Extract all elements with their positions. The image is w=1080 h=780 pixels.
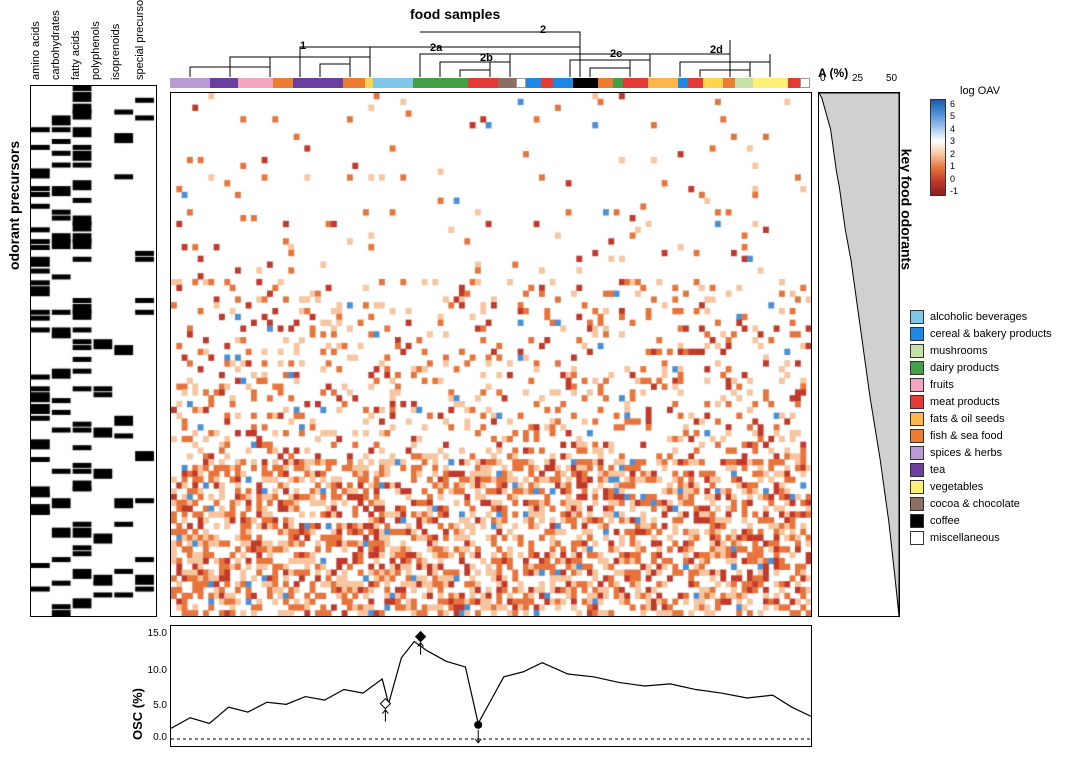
legend-item: cereal & bakery products (910, 327, 1080, 341)
legend-label: fats & oil seeds (930, 413, 1005, 425)
legend-item: miscellaneous (910, 531, 1080, 545)
legend-item: fish & sea food (910, 429, 1080, 443)
food-samples-title: food samples (410, 6, 500, 22)
legend-swatch (910, 344, 924, 358)
legend-swatch (910, 514, 924, 528)
legend-swatch (910, 327, 924, 341)
legend-swatch (910, 497, 924, 511)
cluster-label: 2c (610, 48, 622, 60)
category-legend: alcoholic beverages cereal & bakery produ… (910, 310, 1080, 548)
colorbar-title: log OAV (960, 85, 1050, 97)
legend-item: vegetables (910, 480, 1080, 494)
osc-plot (170, 625, 812, 747)
category-strip (170, 78, 810, 88)
legend-swatch (910, 378, 924, 392)
legend-item: mushrooms (910, 344, 1080, 358)
legend-label: miscellaneous (930, 532, 1000, 544)
cluster-label: 1 (300, 40, 306, 52)
legend-label: spices & herbs (930, 447, 1002, 459)
cluster-label: 2b (480, 52, 493, 64)
legend-swatch (910, 361, 924, 375)
legend-item: meat products (910, 395, 1080, 409)
legend-item: fats & oil seeds (910, 412, 1080, 426)
colorbar: log OAV 6543210-1 (930, 85, 1050, 195)
legend-item: cocoa & chocolate (910, 497, 1080, 511)
legend-swatch (910, 429, 924, 443)
osc-ytick: 10.0 (145, 665, 167, 676)
legend-item: tea (910, 463, 1080, 477)
legend-swatch (910, 310, 924, 324)
legend-swatch (910, 395, 924, 409)
a-tick: 25 (852, 73, 863, 84)
cluster-label: 2 (540, 24, 546, 36)
cluster-label: 2d (710, 44, 723, 56)
col-label: isoprenoids (110, 24, 122, 80)
legend-item: spices & herbs (910, 446, 1080, 460)
legend-item: dairy products (910, 361, 1080, 375)
cluster-label: 2a (430, 42, 442, 54)
legend-label: meat products (930, 396, 1000, 408)
osc-ytick: 5.0 (145, 700, 167, 711)
col-label: polyphenols (90, 21, 102, 80)
legend-swatch (910, 446, 924, 460)
legend-swatch (910, 463, 924, 477)
legend-label: mushrooms (930, 345, 987, 357)
legend-item: alcoholic beverages (910, 310, 1080, 324)
legend-swatch (910, 480, 924, 494)
odorant-precursors-label: odorant precursors (6, 141, 22, 270)
a-tick: 0 (820, 73, 826, 84)
legend-label: tea (930, 464, 945, 476)
osc-ytick: 0.0 (145, 732, 167, 743)
legend-label: cereal & bakery products (930, 328, 1052, 340)
col-label: carbohydrates (50, 10, 62, 80)
precursor-heatmap (30, 85, 157, 617)
col-label: special precursors (134, 0, 146, 80)
col-label: fatty acids (70, 30, 82, 80)
legend-swatch (910, 412, 924, 426)
legend-label: fish & sea food (930, 430, 1003, 442)
legend-swatch (910, 531, 924, 545)
legend-item: coffee (910, 514, 1080, 528)
legend-label: fruits (930, 379, 954, 391)
legend-label: alcoholic beverages (930, 311, 1027, 323)
legend-label: vegetables (930, 481, 983, 493)
a-percent-plot (818, 92, 900, 617)
osc-ytick: 15.0 (145, 628, 167, 639)
osc-percent-label: OSC (%) (130, 688, 145, 740)
legend-label: dairy products (930, 362, 999, 374)
col-label: amino acids (30, 21, 42, 80)
main-heatmap (170, 92, 812, 617)
legend-item: fruits (910, 378, 1080, 392)
precursor-column-labels: amino acids carbohydrates fatty acids po… (10, 20, 160, 80)
key-food-odorants-label: key food odorants (898, 149, 914, 270)
legend-label: coffee (930, 515, 960, 527)
legend-label: cocoa & chocolate (930, 498, 1020, 510)
a-tick: 50 (886, 73, 897, 84)
